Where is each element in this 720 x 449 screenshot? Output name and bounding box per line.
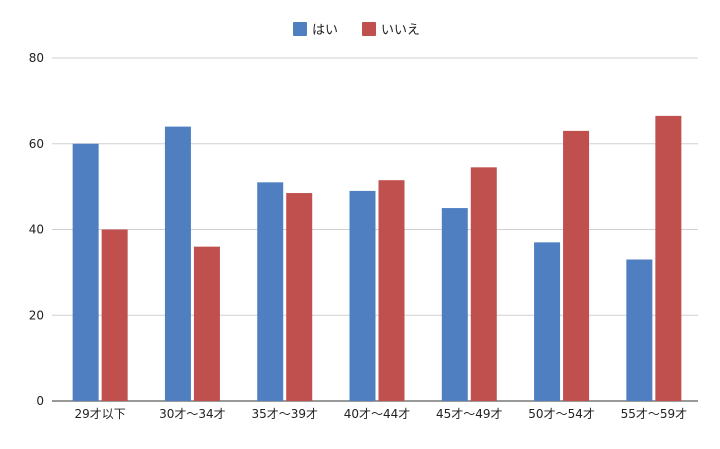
y-tick-label: 80 [29,51,44,65]
x-tick-label: 50才～54才 [528,407,595,421]
bars [72,115,682,401]
legend-swatch-hai [293,22,307,36]
x-axis-labels: 29才以下 30才～34才 35才～39才 40才～44才 45才～49才 50才～54才… [75,407,688,421]
bar-iie [470,167,497,401]
x-tick-label: 29才以下 [75,407,126,421]
legend-label: いいえ [381,23,420,38]
bar-hai [164,126,191,401]
bar-iie [655,115,682,401]
y-tick-label: 60 [29,137,44,151]
bar-iie [101,229,128,401]
bar-iie [193,246,220,401]
bar-hai [72,143,99,401]
bar-hai [441,208,468,401]
x-tick-label: 55才～59才 [621,407,688,421]
x-tick-label: 35才～39才 [251,407,318,421]
legend-label: はい [312,23,338,38]
bar-hai [257,182,284,401]
y-axis-labels: 0 20 40 60 80 [29,51,44,408]
x-tick-label: 30才～34才 [159,407,226,421]
x-tick-label: 40才～44才 [344,407,411,421]
x-tick-label: 45才～49才 [436,407,503,421]
bar-iie [563,130,590,401]
bar-iie [286,193,313,401]
bar-iie [378,180,405,401]
bar-hai [349,190,376,401]
legend-swatch-iie [362,22,376,36]
y-tick-label: 0 [36,394,44,408]
bar-hai [534,242,561,401]
y-tick-label: 40 [29,223,44,237]
bar-hai [626,259,653,401]
y-tick-label: 20 [29,308,44,322]
legend: はい いいえ [293,22,420,38]
